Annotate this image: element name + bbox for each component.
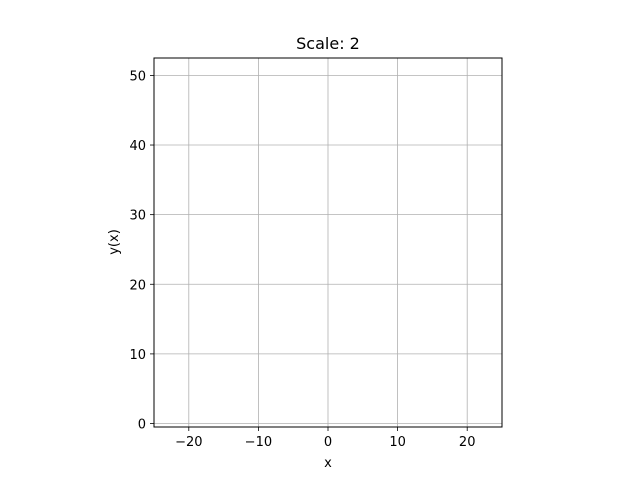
y-tick-label: 0	[138, 418, 146, 433]
y-tick-label: 40	[129, 139, 146, 154]
y-tick-label: 10	[129, 348, 146, 363]
y-axis-label: y(x)	[107, 229, 122, 255]
y-tick-label: 20	[129, 278, 146, 293]
grid-layer	[154, 58, 502, 427]
x-tick-label: −10	[245, 435, 272, 450]
chart-title: Scale: 2	[296, 34, 360, 53]
tick-layer: −20 −10 0 10 20 0 10 20 30 40 50	[129, 69, 475, 450]
x-axis-label: x	[324, 456, 332, 471]
x-tick-label: 0	[324, 435, 332, 450]
x-tick-label: 20	[459, 435, 476, 450]
x-tick-label: −20	[175, 435, 202, 450]
y-tick-label: 50	[129, 69, 146, 84]
y-tick-label: 30	[129, 209, 146, 224]
x-tick-label: 10	[389, 435, 406, 450]
